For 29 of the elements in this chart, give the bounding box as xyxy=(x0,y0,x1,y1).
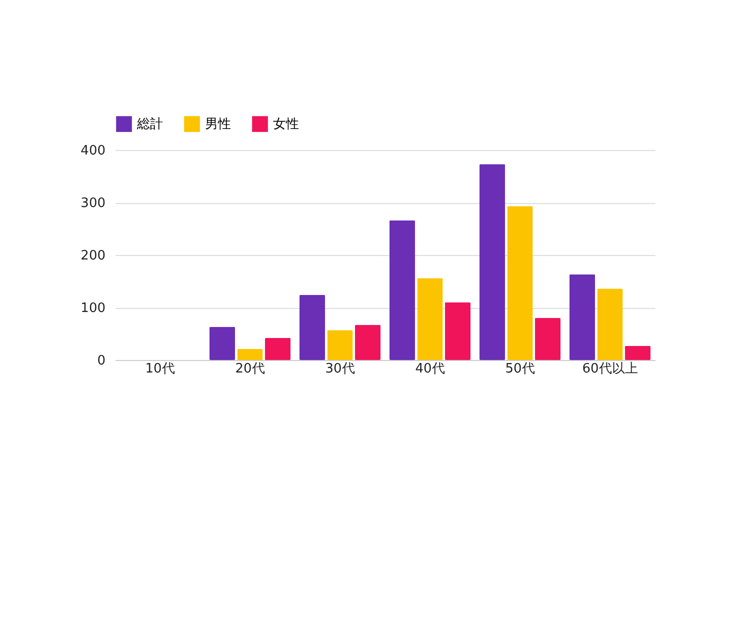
bar xyxy=(444,302,470,360)
bar xyxy=(507,206,533,360)
bar xyxy=(597,288,623,360)
x-tick-label: 50代 xyxy=(505,362,535,376)
bar xyxy=(534,318,560,360)
y-tick-label: 200 xyxy=(80,248,106,264)
x-tick-label: 30代 xyxy=(325,362,355,376)
bar xyxy=(417,278,443,360)
x-tick-label: 60代以上 xyxy=(582,362,638,376)
bar xyxy=(300,294,326,360)
x-tick-label: 20代 xyxy=(235,362,265,376)
bar xyxy=(390,220,416,360)
x-tick-label: 40代 xyxy=(415,362,445,376)
legend-label: 総計 xyxy=(136,117,163,132)
legend-label: 女性 xyxy=(273,117,299,132)
legend-label: 男性 xyxy=(205,117,231,132)
y-tick-label: 100 xyxy=(80,301,106,316)
bar xyxy=(570,274,596,360)
x-tick-label: 10代 xyxy=(145,362,175,376)
bar xyxy=(237,348,263,360)
bar xyxy=(264,338,290,360)
bar xyxy=(480,164,506,360)
bar xyxy=(624,346,650,360)
bar xyxy=(210,326,236,360)
bar xyxy=(327,330,353,360)
y-tick-label: 0 xyxy=(97,354,106,368)
bar xyxy=(354,324,380,360)
y-tick-label: 300 xyxy=(80,196,106,211)
y-tick-label: 400 xyxy=(80,144,106,158)
